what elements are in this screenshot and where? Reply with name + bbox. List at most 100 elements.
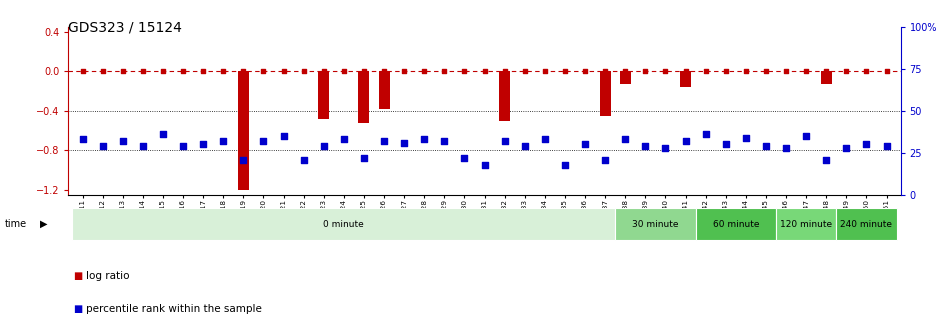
Point xyxy=(779,69,794,74)
Point xyxy=(537,69,553,74)
Point xyxy=(75,137,90,142)
Bar xyxy=(72,208,615,240)
Bar xyxy=(238,71,249,190)
Point xyxy=(155,132,170,137)
Point xyxy=(236,157,251,162)
Bar xyxy=(499,71,510,121)
Point xyxy=(196,142,211,147)
Point xyxy=(638,69,653,74)
Point xyxy=(357,69,372,74)
Point xyxy=(758,143,773,149)
Point xyxy=(456,69,472,74)
Point xyxy=(296,157,311,162)
Text: 60 minute: 60 minute xyxy=(712,220,759,229)
Point xyxy=(357,155,372,161)
Point xyxy=(557,162,573,167)
Point xyxy=(819,157,834,162)
Bar xyxy=(378,71,390,109)
Point xyxy=(95,69,110,74)
Bar xyxy=(776,208,836,240)
Point xyxy=(135,69,150,74)
Point xyxy=(476,162,493,167)
Text: 30 minute: 30 minute xyxy=(632,220,679,229)
Bar xyxy=(695,208,776,240)
Bar xyxy=(319,71,329,119)
Point xyxy=(658,69,673,74)
Text: log ratio: log ratio xyxy=(86,270,129,281)
Point xyxy=(658,145,673,151)
Text: percentile rank within the sample: percentile rank within the sample xyxy=(86,304,262,314)
Text: GDS323 / 15124: GDS323 / 15124 xyxy=(68,20,183,34)
Point xyxy=(879,69,894,74)
Point xyxy=(316,143,331,149)
Bar xyxy=(680,71,691,87)
Bar xyxy=(599,71,611,116)
Point xyxy=(678,138,693,144)
Text: 0 minute: 0 minute xyxy=(323,220,364,229)
Point xyxy=(337,69,352,74)
Point xyxy=(738,135,753,140)
Point xyxy=(75,69,90,74)
Point xyxy=(678,69,693,74)
Point xyxy=(397,140,412,145)
Point xyxy=(456,155,472,161)
Point xyxy=(557,69,573,74)
Point xyxy=(437,138,452,144)
Point xyxy=(397,69,412,74)
Point xyxy=(276,133,291,139)
Point xyxy=(758,69,773,74)
Point xyxy=(617,137,632,142)
Text: ■: ■ xyxy=(73,270,83,281)
Text: time: time xyxy=(5,219,27,229)
Point xyxy=(638,143,653,149)
Point xyxy=(95,143,110,149)
Point xyxy=(135,143,150,149)
Point xyxy=(597,157,612,162)
Point xyxy=(377,138,392,144)
Point xyxy=(216,138,231,144)
Point xyxy=(698,132,713,137)
Point xyxy=(196,69,211,74)
Point xyxy=(839,69,854,74)
Point xyxy=(698,69,713,74)
Bar xyxy=(615,208,695,240)
Point xyxy=(175,143,190,149)
Point xyxy=(236,69,251,74)
Point xyxy=(517,143,533,149)
Point xyxy=(517,69,533,74)
Point xyxy=(417,137,432,142)
Point xyxy=(476,69,493,74)
Point xyxy=(256,138,271,144)
Point xyxy=(859,69,874,74)
Bar xyxy=(620,71,631,84)
Point xyxy=(175,69,190,74)
Point xyxy=(879,143,894,149)
Point xyxy=(859,142,874,147)
Text: ■: ■ xyxy=(73,304,83,314)
Point xyxy=(115,69,130,74)
Point xyxy=(779,145,794,151)
Point xyxy=(839,145,854,151)
Point xyxy=(296,69,311,74)
Point xyxy=(819,69,834,74)
Point xyxy=(276,69,291,74)
Point xyxy=(316,69,331,74)
Point xyxy=(115,138,130,144)
Point xyxy=(377,69,392,74)
Bar xyxy=(359,71,370,123)
Point xyxy=(417,69,432,74)
Point xyxy=(597,69,612,74)
Bar xyxy=(821,71,832,84)
Point xyxy=(617,69,632,74)
Point xyxy=(155,69,170,74)
Point xyxy=(497,138,513,144)
Point xyxy=(537,137,553,142)
Point xyxy=(497,69,513,74)
Point xyxy=(738,69,753,74)
Point xyxy=(256,69,271,74)
Text: 240 minute: 240 minute xyxy=(841,220,892,229)
Point xyxy=(799,133,814,139)
Text: 120 minute: 120 minute xyxy=(780,220,832,229)
Point xyxy=(337,137,352,142)
Point xyxy=(718,142,733,147)
